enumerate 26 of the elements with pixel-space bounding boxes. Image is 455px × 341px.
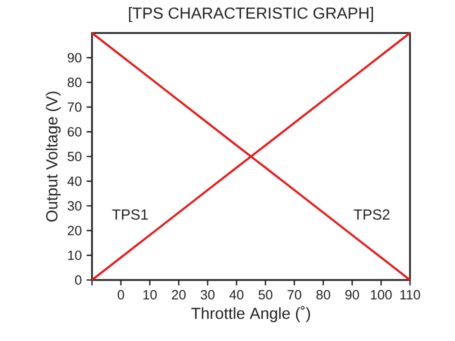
x-tick-label: 20: [172, 290, 186, 300]
x-axis-title: Throttle Angle (˚): [191, 306, 310, 322]
x-tick-label: 80: [316, 290, 330, 300]
y-tick-label: 60: [68, 127, 82, 137]
annotation: TPS1: [112, 209, 148, 220]
y-tick-label: 10: [68, 250, 82, 260]
y-axis-title: Output Voltage (V): [46, 92, 61, 222]
x-tick-label: 100: [370, 290, 392, 300]
x-tick-label: 110: [400, 290, 420, 300]
x-tick-label: 70: [288, 290, 302, 300]
x-tick-label: 0: [118, 290, 124, 300]
y-tick-label: 90: [68, 52, 82, 62]
x-tick-label: 50: [258, 290, 272, 300]
y-tick-label: 0: [75, 275, 82, 285]
x-tick-label: 40: [229, 290, 244, 300]
x-tick-label: 90: [345, 290, 360, 300]
y-tick-label: 30: [68, 201, 82, 211]
y-tick-label: 40: [67, 176, 82, 186]
x-tick-label: 10: [143, 290, 157, 300]
x-tick-label: 30: [200, 290, 215, 300]
y-tick-label: 80: [68, 78, 82, 88]
y-tick-label: 20: [68, 226, 82, 236]
y-tick-label: 70: [68, 102, 82, 112]
y-tick-label: 50: [68, 152, 82, 162]
annotation: TPS2: [354, 209, 390, 220]
chart-title: [TPS CHARACTERISTIC GRAPH]: [129, 7, 373, 22]
